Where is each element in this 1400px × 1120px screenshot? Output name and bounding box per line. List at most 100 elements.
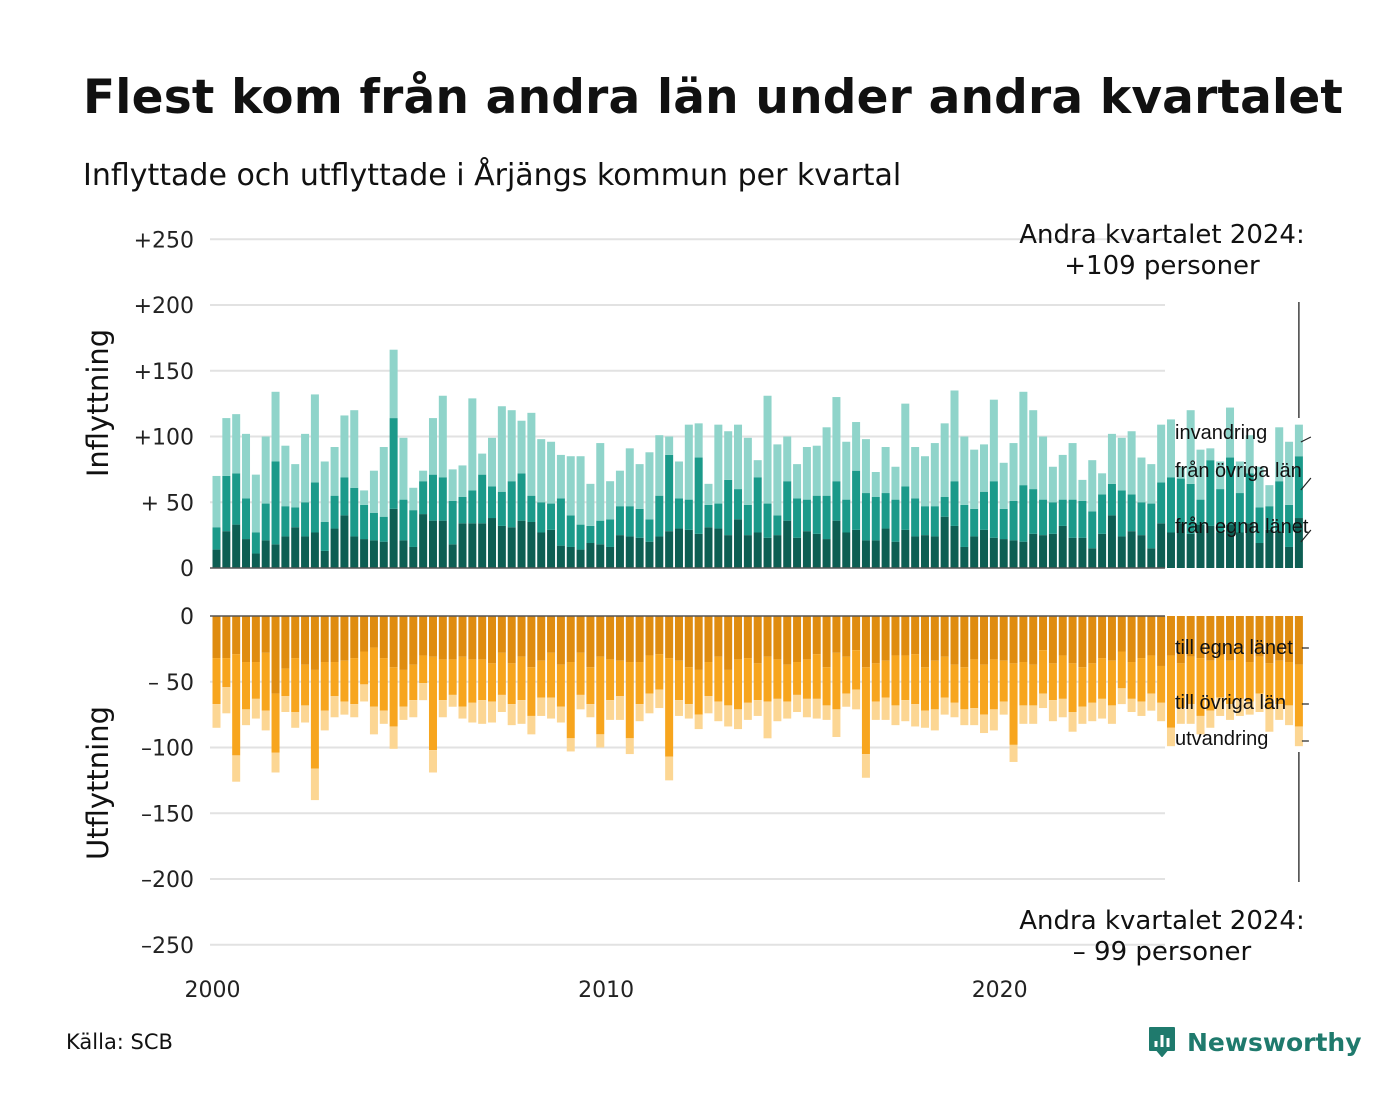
bar-outflow bbox=[1058, 616, 1067, 656]
bar-inflow bbox=[281, 506, 290, 537]
bar-outflow bbox=[1117, 651, 1126, 689]
bar-outflow bbox=[842, 693, 851, 707]
bar-outflow bbox=[861, 616, 870, 668]
bar-inflow bbox=[1107, 433, 1116, 484]
bar-inflow bbox=[547, 503, 556, 530]
bar-inflow bbox=[743, 437, 752, 505]
bar-outflow bbox=[980, 714, 989, 734]
bar-outflow bbox=[271, 752, 280, 773]
bar-inflow bbox=[1157, 482, 1166, 524]
bar-inflow bbox=[625, 536, 634, 568]
bar-inflow bbox=[655, 435, 664, 496]
bar-outflow bbox=[989, 709, 998, 731]
bar-inflow bbox=[1285, 546, 1294, 568]
bar-inflow bbox=[871, 472, 880, 497]
bar-outflow bbox=[438, 659, 447, 701]
bar-inflow bbox=[980, 491, 989, 530]
bar-inflow bbox=[635, 508, 644, 538]
y-tick-label: +250 bbox=[134, 228, 194, 253]
bar-outflow bbox=[989, 659, 998, 710]
bar-inflow bbox=[783, 481, 792, 521]
bar-outflow bbox=[320, 662, 329, 711]
bar-outflow bbox=[1048, 663, 1057, 701]
bar-outflow bbox=[596, 656, 605, 735]
bar-inflow bbox=[478, 453, 487, 475]
bar-inflow bbox=[911, 498, 920, 537]
bar-outflow bbox=[1147, 616, 1156, 656]
bar-outflow bbox=[635, 616, 644, 663]
bar-outflow bbox=[419, 616, 428, 656]
bar-inflow bbox=[527, 412, 536, 496]
bar-outflow bbox=[920, 710, 929, 728]
bar-outflow bbox=[556, 616, 565, 665]
bar-outflow bbox=[724, 616, 733, 670]
bar-outflow bbox=[842, 656, 851, 694]
bar-inflow bbox=[497, 491, 506, 526]
bar-outflow bbox=[930, 660, 939, 710]
bar-outflow bbox=[1186, 616, 1195, 657]
bar-inflow bbox=[1019, 485, 1028, 542]
bar-outflow bbox=[1147, 693, 1156, 711]
bar-outflow bbox=[212, 658, 221, 705]
bar-outflow bbox=[694, 714, 703, 730]
bar-inflow bbox=[261, 503, 270, 541]
bar-inflow bbox=[606, 519, 615, 547]
bar-inflow bbox=[960, 504, 969, 547]
bar-inflow bbox=[950, 481, 959, 526]
bar-outflow bbox=[271, 616, 280, 694]
bar-inflow bbox=[438, 395, 447, 478]
bar-outflow bbox=[911, 616, 920, 655]
bar-inflow bbox=[1255, 543, 1264, 568]
bar-inflow bbox=[734, 489, 743, 520]
bar-inflow bbox=[970, 449, 979, 509]
bar-inflow bbox=[881, 493, 890, 529]
bar-outflow bbox=[212, 616, 221, 659]
bar-inflow bbox=[576, 549, 585, 568]
bar-inflow bbox=[222, 531, 231, 568]
bar-inflow bbox=[556, 498, 565, 546]
bar-inflow bbox=[1157, 523, 1166, 568]
bar-outflow bbox=[419, 655, 428, 684]
bar-inflow bbox=[881, 447, 890, 494]
bar-inflow bbox=[1029, 489, 1038, 534]
bar-outflow bbox=[960, 709, 969, 726]
y-axis-title: Inflyttning bbox=[81, 329, 115, 477]
bar-outflow bbox=[350, 704, 359, 718]
chart-title: Flest kom från andra län under andra kva… bbox=[83, 70, 1344, 125]
bar-outflow bbox=[1176, 616, 1185, 664]
bar-inflow bbox=[1078, 537, 1087, 568]
bar-outflow bbox=[507, 704, 516, 726]
bar-inflow bbox=[665, 454, 674, 532]
bar-outflow bbox=[291, 616, 300, 659]
bar-inflow bbox=[448, 544, 457, 568]
bar-outflow bbox=[1265, 616, 1274, 664]
bar-inflow bbox=[1098, 473, 1107, 495]
bar-outflow bbox=[734, 709, 743, 730]
bar-outflow bbox=[576, 694, 585, 710]
bar-outflow bbox=[763, 656, 772, 702]
bar-inflow bbox=[724, 431, 733, 480]
bar-inflow bbox=[1039, 499, 1048, 536]
bar-inflow bbox=[428, 520, 437, 568]
bar-inflow bbox=[310, 532, 319, 568]
bar-outflow bbox=[940, 616, 949, 657]
bar-inflow bbox=[586, 525, 595, 544]
bar-inflow bbox=[428, 418, 437, 475]
bar-outflow bbox=[665, 658, 674, 757]
bar-inflow bbox=[615, 535, 624, 569]
bar-outflow bbox=[1068, 616, 1077, 664]
bar-inflow bbox=[822, 427, 831, 496]
bar-outflow bbox=[458, 616, 467, 657]
bar-inflow bbox=[812, 495, 821, 534]
bar-outflow bbox=[1265, 709, 1274, 732]
bar-inflow bbox=[360, 490, 369, 505]
bar-inflow bbox=[753, 460, 762, 478]
bar-inflow bbox=[783, 520, 792, 568]
bar-inflow bbox=[615, 470, 624, 507]
bar-inflow bbox=[330, 495, 339, 529]
bar-outflow bbox=[704, 662, 713, 697]
bar-inflow bbox=[1186, 410, 1195, 484]
bar-outflow bbox=[448, 616, 457, 660]
bar-outflow bbox=[428, 656, 437, 751]
bar-inflow bbox=[232, 473, 241, 525]
